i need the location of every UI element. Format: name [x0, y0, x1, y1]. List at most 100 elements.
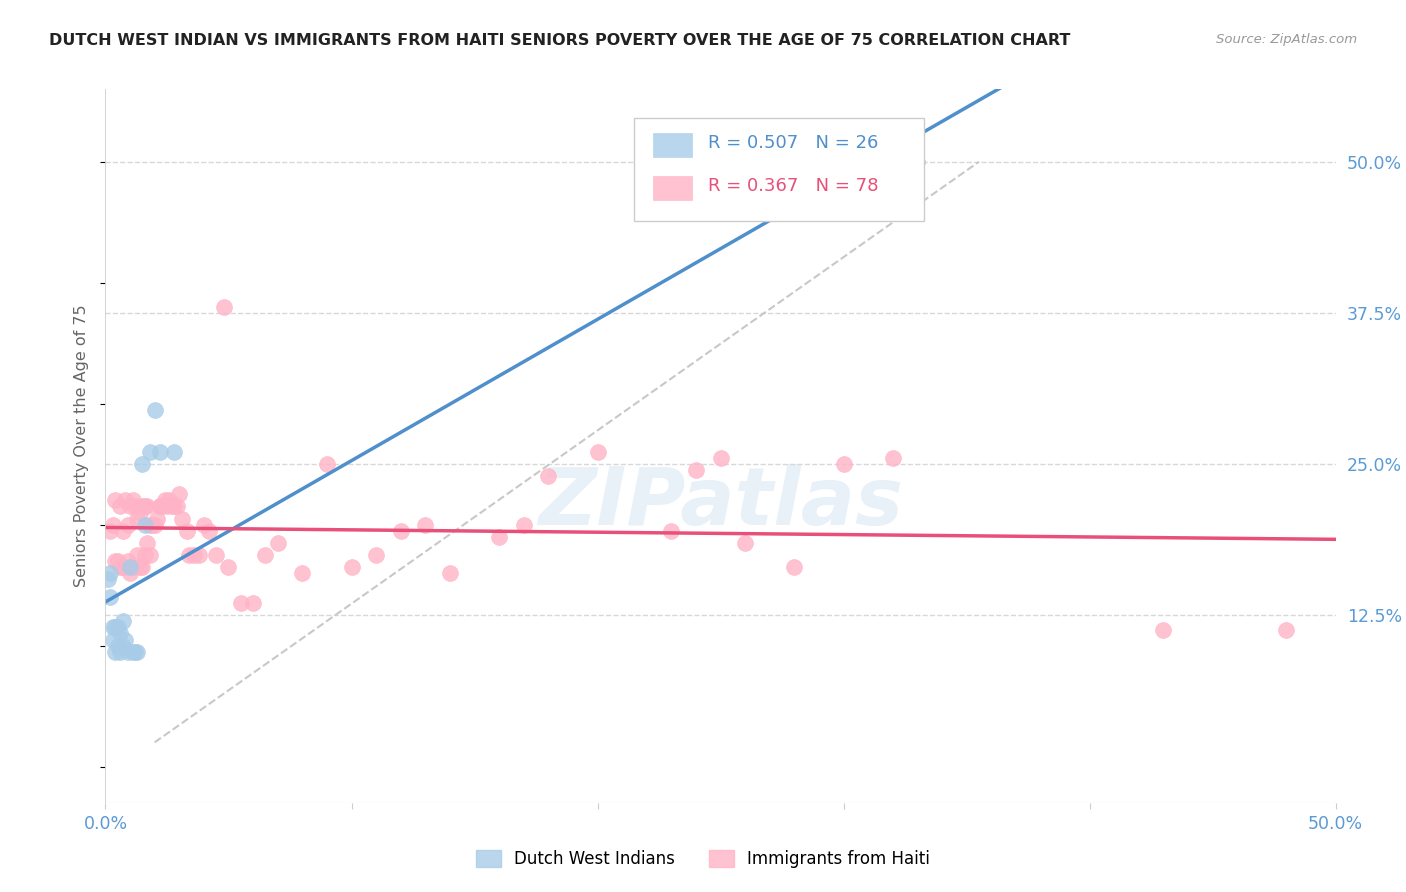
Point: [104, 493, 127, 508]
Point: [121, 560, 143, 574]
Point: [131, 457, 153, 471]
Point: [111, 524, 134, 538]
Point: [197, 524, 221, 538]
Point: [156, 500, 179, 514]
Point: [163, 500, 186, 514]
Point: [110, 500, 132, 514]
Point: [120, 500, 141, 514]
Point: [97, 572, 120, 586]
Point: [124, 645, 146, 659]
Point: [98, 590, 122, 604]
FancyBboxPatch shape: [652, 133, 692, 157]
Point: [110, 645, 132, 659]
Point: [586, 445, 609, 459]
Point: [141, 517, 163, 532]
Point: [907, 154, 929, 169]
Point: [183, 548, 205, 562]
Point: [315, 457, 337, 471]
Point: [153, 493, 176, 508]
Point: [131, 560, 153, 574]
Point: [124, 500, 146, 514]
Point: [176, 524, 198, 538]
Point: [131, 500, 153, 514]
Point: [114, 560, 136, 574]
Point: [159, 493, 180, 508]
Point: [121, 493, 143, 508]
Point: [129, 560, 152, 574]
Point: [193, 517, 215, 532]
Point: [146, 511, 169, 525]
Point: [134, 548, 156, 562]
Point: [127, 548, 149, 562]
Point: [1275, 623, 1298, 637]
Point: [111, 560, 134, 574]
Point: [136, 500, 159, 514]
Point: [212, 300, 235, 314]
Text: ZIPatlas: ZIPatlas: [538, 464, 903, 542]
Point: [218, 560, 240, 574]
Point: [101, 620, 124, 634]
Point: [340, 560, 363, 574]
Point: [101, 632, 124, 647]
Point: [134, 517, 156, 532]
Point: [832, 457, 855, 471]
Point: [685, 463, 707, 477]
Point: [134, 500, 156, 514]
Point: [107, 620, 129, 634]
FancyBboxPatch shape: [652, 176, 692, 200]
Point: [150, 500, 173, 514]
Point: [121, 645, 143, 659]
Point: [205, 548, 228, 562]
Point: [107, 554, 129, 568]
Point: [170, 511, 193, 525]
Point: [267, 535, 290, 549]
Point: [166, 500, 188, 514]
Point: [537, 469, 560, 483]
Point: [120, 566, 141, 580]
Point: [138, 548, 162, 562]
Point: [783, 560, 806, 574]
Point: [129, 506, 152, 520]
Point: [513, 517, 536, 532]
Point: [127, 511, 149, 525]
Text: R = 0.367   N = 78: R = 0.367 N = 78: [709, 177, 879, 194]
Point: [138, 517, 162, 532]
Point: [242, 596, 264, 610]
Point: [117, 645, 139, 659]
Point: [104, 645, 127, 659]
Point: [114, 632, 136, 647]
Point: [104, 554, 127, 568]
Text: DUTCH WEST INDIAN VS IMMIGRANTS FROM HAITI SENIORS POVERTY OVER THE AGE OF 75 CO: DUTCH WEST INDIAN VS IMMIGRANTS FROM HAI…: [49, 33, 1070, 48]
Point: [415, 517, 437, 532]
Point: [734, 535, 756, 549]
Point: [98, 524, 122, 538]
Point: [117, 517, 139, 532]
Point: [229, 596, 252, 610]
Point: [127, 645, 149, 659]
Point: [882, 451, 904, 466]
Point: [149, 445, 172, 459]
Point: [120, 560, 141, 574]
Point: [179, 548, 201, 562]
Text: Source: ZipAtlas.com: Source: ZipAtlas.com: [1216, 33, 1357, 46]
Point: [188, 548, 211, 562]
Point: [107, 639, 129, 653]
Point: [163, 445, 186, 459]
Point: [149, 500, 172, 514]
Point: [138, 445, 162, 459]
Point: [160, 500, 183, 514]
Point: [114, 493, 136, 508]
Point: [291, 566, 314, 580]
Point: [1153, 623, 1175, 637]
Point: [169, 487, 191, 501]
Y-axis label: Seniors Poverty Over the Age of 75: Seniors Poverty Over the Age of 75: [75, 305, 90, 587]
Point: [117, 554, 139, 568]
Legend: Dutch West Indians, Immigrants from Haiti: Dutch West Indians, Immigrants from Hait…: [470, 843, 936, 875]
Point: [111, 615, 134, 629]
FancyBboxPatch shape: [634, 118, 924, 221]
Point: [488, 530, 510, 544]
Text: R = 0.507   N = 26: R = 0.507 N = 26: [709, 134, 879, 152]
Point: [98, 566, 122, 580]
Point: [389, 524, 412, 538]
Point: [104, 620, 127, 634]
